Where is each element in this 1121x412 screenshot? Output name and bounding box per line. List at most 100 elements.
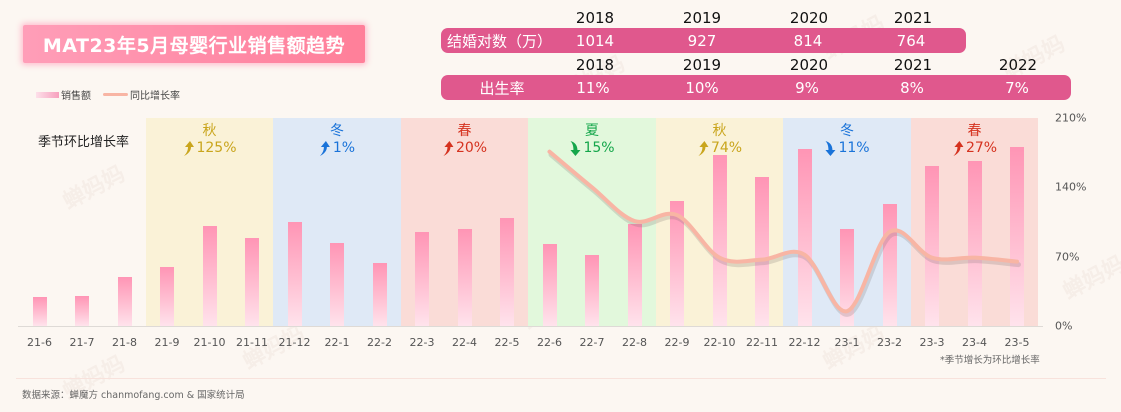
x-tick: 21-12 xyxy=(278,336,311,349)
birth-rate-bar: 出生率 11% 10% 9% 8% 7% xyxy=(441,75,1071,100)
marriage-bar: 结婚对数（万） 1014 927 814 764 xyxy=(441,28,966,53)
arrow-up-icon xyxy=(319,140,330,156)
x-tick: 23-4 xyxy=(962,336,987,349)
arrow-up-icon xyxy=(183,140,194,156)
legend-line-swatch xyxy=(103,93,128,96)
chart-title: MAT23年5月母婴行业销售额趋势 xyxy=(42,34,346,57)
x-tick: 22-9 xyxy=(664,336,690,349)
marriage-label: 结婚对数（万） xyxy=(447,32,553,50)
y-tick: 210% xyxy=(1055,111,1087,125)
birth-year: 2021 xyxy=(893,56,933,74)
x-tick: 21-11 xyxy=(236,336,268,349)
season-growth: 11% xyxy=(824,139,870,157)
season-growth-value: 1% xyxy=(332,140,356,156)
x-tick: 23-1 xyxy=(834,336,860,349)
season-growth: 74% xyxy=(697,139,742,157)
sales-bar xyxy=(925,166,939,326)
sales-bar xyxy=(160,267,174,326)
yoy-line-shadow xyxy=(548,152,1021,317)
marriage-value: 814 xyxy=(793,31,823,50)
sales-bar xyxy=(202,226,217,326)
season-growth: 1% xyxy=(319,139,355,157)
x-tick: 22-3 xyxy=(409,336,435,349)
legend-bar-swatch xyxy=(36,91,59,98)
season-growth: 125% xyxy=(182,139,237,157)
sales-bar xyxy=(32,297,47,326)
x-tick: 22-1 xyxy=(324,336,350,349)
x-tick: 22-5 xyxy=(494,336,520,349)
sales-bar xyxy=(330,243,344,326)
sales-bar xyxy=(755,177,769,326)
season-name: 冬 xyxy=(330,123,344,139)
arrow-up-icon xyxy=(697,140,708,156)
footnote: *季节增长为环比增长率 xyxy=(940,355,1040,366)
x-tick: 21-10 xyxy=(193,336,226,349)
marriage-years-row: 2018 2019 2020 2021 xyxy=(0,9,1121,27)
legend-bar-label: 销售额 xyxy=(61,91,91,102)
x-tick: 21-7 xyxy=(69,336,95,349)
season-growth: 27% xyxy=(952,139,997,157)
x-tick: 23-2 xyxy=(877,336,902,349)
x-tick: 21-6 xyxy=(27,336,52,349)
marriage-year: 2020 xyxy=(789,9,829,27)
sales-bar xyxy=(967,161,982,326)
arrow-down-icon xyxy=(570,140,581,156)
marriage-value: 1014 xyxy=(575,31,615,50)
arrow-down-icon xyxy=(825,140,836,156)
x-tick: 21-9 xyxy=(154,336,180,349)
season-name: 秋 xyxy=(202,123,217,139)
birth-rate-label: 出生率 xyxy=(479,79,525,97)
sales-bar xyxy=(1010,147,1024,326)
season-growth: 20% xyxy=(442,139,487,157)
season-growth-value: 125% xyxy=(196,140,237,156)
marriage-year: 2018 xyxy=(575,9,615,27)
x-tick: 23-3 xyxy=(919,336,945,349)
sales-bar xyxy=(670,201,684,326)
sales-bar xyxy=(627,224,642,326)
arrow-up-icon xyxy=(442,140,453,156)
y-tick: 70% xyxy=(1055,250,1080,264)
birth-rate-value: 10% xyxy=(685,78,719,97)
birth-years-row: 2018 2019 2020 2021 2022 xyxy=(0,56,1121,74)
season-annotation: 秋 125% xyxy=(182,123,237,157)
x-tick: 22-4 xyxy=(452,336,477,349)
footer-divider xyxy=(16,378,1106,379)
birth-rate-value: 8% xyxy=(900,78,924,97)
y-tick: 0% xyxy=(1055,319,1073,333)
marriage-year: 2019 xyxy=(682,9,722,27)
birth-year: 2019 xyxy=(682,56,722,74)
season-name: 夏 xyxy=(585,123,599,139)
sales-bar xyxy=(245,238,259,326)
season-growth-value: 20% xyxy=(455,140,488,156)
seasonal-growth-label: 季节环比增长率 xyxy=(38,135,130,150)
season-annotation: 冬 1% xyxy=(319,123,355,157)
birth-year: 2022 xyxy=(998,56,1038,74)
data-source: 数据来源：蝉魔方 chanmofang.com & 国家统计局 xyxy=(22,390,245,401)
x-tick: 21-8 xyxy=(112,336,137,349)
season-annotation: 秋 74% xyxy=(697,123,742,157)
season-annotation: 夏 15% xyxy=(569,123,615,157)
sales-bar xyxy=(457,229,472,326)
birth-rate-value: 7% xyxy=(1005,78,1029,97)
x-tick: 23-5 xyxy=(1004,336,1030,349)
season-name: 冬 xyxy=(840,123,854,139)
season-annotation: 冬 11% xyxy=(824,123,870,157)
x-tick: 22-11 xyxy=(746,336,778,349)
season-annotation: 春 27% xyxy=(952,123,997,157)
season-growth: 15% xyxy=(569,139,615,157)
marriage-year: 2021 xyxy=(893,9,933,27)
arrow-up-icon xyxy=(952,140,963,156)
season-growth-value: 15% xyxy=(583,140,615,156)
sales-bar xyxy=(415,232,429,326)
marriage-value: 764 xyxy=(896,31,926,50)
sales-bar xyxy=(542,244,557,326)
season-annotation: 春 20% xyxy=(442,123,487,157)
x-tick: 22-7 xyxy=(579,336,605,349)
x-tick: 22-12 xyxy=(788,336,821,349)
season-name: 秋 xyxy=(712,123,727,139)
legend: 销售额 同比增长率 xyxy=(36,87,180,102)
sales-bar xyxy=(500,218,514,326)
